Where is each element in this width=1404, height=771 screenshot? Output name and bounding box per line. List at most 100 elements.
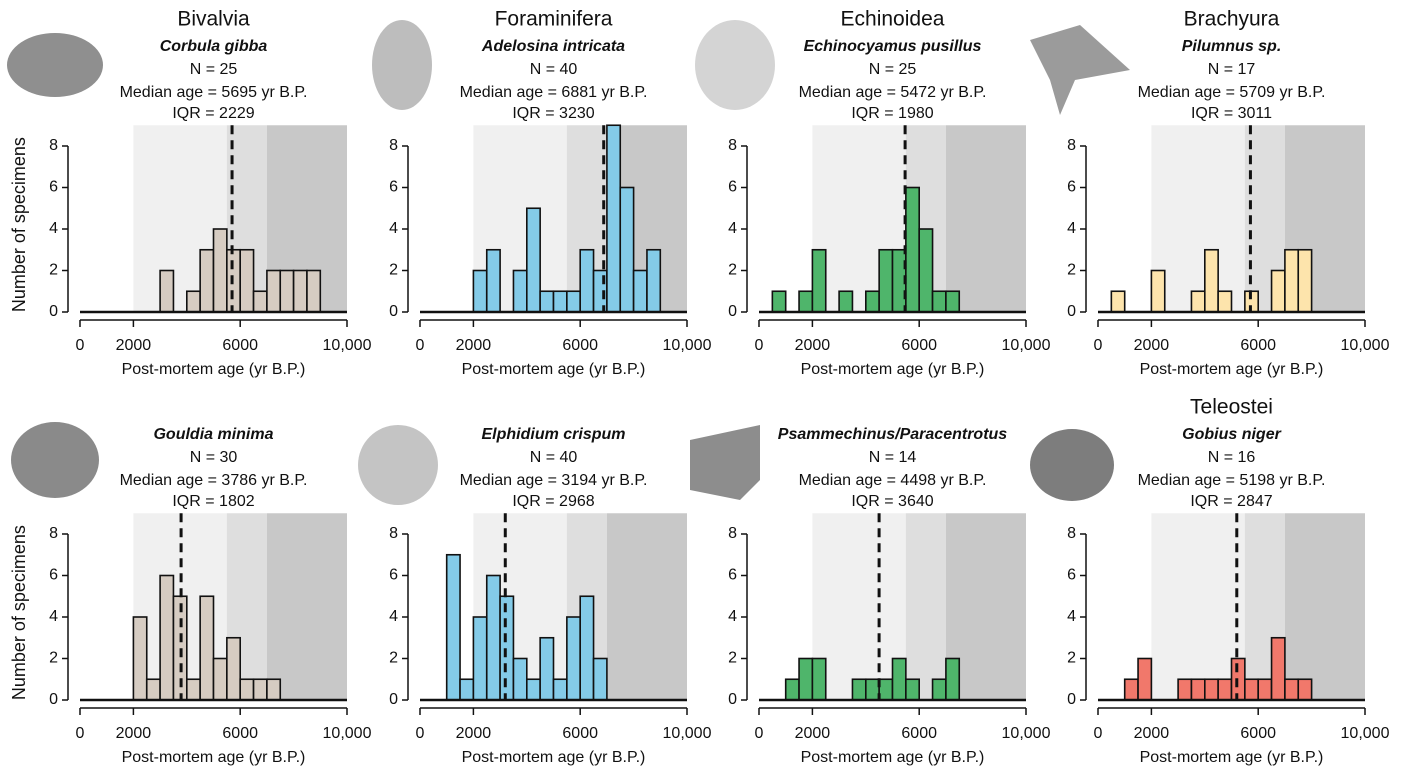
age-zone: [607, 513, 687, 700]
y-tick-label: 6: [389, 179, 398, 196]
y-tick-label: 8: [389, 525, 398, 542]
bar: [1298, 250, 1311, 312]
median-age: Median age = 5472 yr B.P.: [799, 84, 987, 101]
y-tick-label: 4: [728, 220, 737, 237]
y-tick-label: 6: [389, 567, 398, 584]
y-tick-label: 2: [1067, 262, 1076, 279]
bar: [580, 596, 593, 700]
bar: [1218, 679, 1231, 700]
bar: [567, 291, 580, 312]
sample-size: N = 25: [869, 61, 917, 78]
y-axis-label: Number of specimens: [9, 137, 29, 312]
x-tick-label: 6000: [222, 337, 258, 354]
bar: [1272, 271, 1285, 313]
bar: [1191, 679, 1204, 700]
specimen-image: [695, 20, 775, 110]
bar: [187, 291, 200, 312]
bar: [594, 659, 607, 701]
x-axis-label: Post-mortem age (yr B.P.): [1140, 749, 1324, 766]
bar: [879, 250, 892, 312]
bar: [513, 659, 526, 701]
bar: [280, 271, 293, 313]
median-age: Median age = 5709 yr B.P.: [1138, 84, 1326, 101]
species-name: Pilumnus sp.: [1182, 38, 1282, 55]
x-tick-label: 2000: [456, 337, 492, 354]
bar: [812, 250, 825, 312]
bar: [447, 555, 460, 700]
bar: [240, 679, 253, 700]
iqr: IQR = 2229: [172, 105, 254, 122]
panel-title: Echinoidea: [841, 8, 945, 31]
bar: [473, 271, 486, 313]
y-tick-label: 6: [49, 567, 58, 584]
panel-title: Bivalvia: [177, 8, 250, 31]
y-tick-label: 6: [49, 179, 58, 196]
y-tick-label: 0: [389, 691, 398, 708]
iqr: IQR = 1980: [851, 105, 933, 122]
x-tick-label: 6000: [1240, 337, 1276, 354]
x-axis-label: Post-mortem age (yr B.P.): [462, 361, 646, 378]
species-name: Corbula gibba: [160, 38, 268, 55]
bar: [852, 679, 865, 700]
sample-size: N = 16: [1208, 449, 1256, 466]
specimen-image: [11, 422, 99, 498]
bar: [1285, 679, 1298, 700]
sample-size: N = 30: [190, 449, 238, 466]
sample-size: N = 14: [869, 449, 917, 466]
bar: [200, 596, 213, 700]
panel-title: Foraminifera: [495, 8, 613, 31]
x-tick-label: 6000: [562, 725, 598, 742]
bar: [147, 679, 160, 700]
bar: [786, 679, 799, 700]
bar: [460, 679, 473, 700]
bar: [1151, 271, 1164, 313]
y-tick-label: 8: [1067, 137, 1076, 154]
x-tick-label: 0: [1094, 337, 1103, 354]
bar: [540, 638, 553, 700]
y-tick-label: 8: [389, 137, 398, 154]
iqr: IQR = 3011: [1191, 105, 1272, 122]
bar: [620, 188, 633, 313]
y-tick-label: 4: [49, 608, 58, 625]
bar: [893, 659, 906, 701]
y-tick-label: 0: [49, 691, 58, 708]
x-tick-label: 10,000: [323, 725, 372, 742]
y-tick-label: 2: [389, 262, 398, 279]
bar: [906, 188, 919, 313]
x-tick-label: 10,000: [323, 337, 372, 354]
bar: [214, 659, 227, 701]
bar: [200, 250, 213, 312]
bar: [527, 679, 540, 700]
iqr: IQR = 2847: [1190, 493, 1272, 510]
x-axis-label: Post-mortem age (yr B.P.): [801, 361, 985, 378]
x-axis-label: Post-mortem age (yr B.P.): [122, 749, 306, 766]
specimen-image: [358, 425, 438, 505]
bar: [254, 291, 267, 312]
bar: [487, 250, 500, 312]
bar: [214, 229, 227, 312]
y-tick-label: 6: [1067, 567, 1076, 584]
median-age: Median age = 4498 yr B.P.: [799, 472, 987, 489]
bar: [1245, 679, 1258, 700]
bar: [513, 271, 526, 313]
bar: [567, 617, 580, 700]
x-tick-label: 0: [1094, 725, 1103, 742]
bar: [1205, 250, 1218, 312]
sample-size: N = 17: [1208, 61, 1256, 78]
x-tick-label: 0: [755, 337, 764, 354]
y-tick-label: 8: [728, 525, 737, 542]
x-tick-label: 6000: [901, 725, 937, 742]
bar: [307, 271, 320, 313]
specimen-image: [1030, 429, 1114, 501]
x-tick-label: 6000: [222, 725, 258, 742]
x-tick-label: 2000: [456, 725, 492, 742]
x-axis-label: Post-mortem age (yr B.P.): [1140, 361, 1324, 378]
x-axis-label: Post-mortem age (yr B.P.): [801, 749, 985, 766]
bar: [554, 291, 567, 312]
sample-size: N = 25: [190, 61, 238, 78]
y-tick-label: 4: [1067, 608, 1076, 625]
panel-title: Teleostei: [1190, 396, 1273, 419]
x-tick-label: 0: [76, 337, 85, 354]
specimen-image: [690, 425, 760, 500]
iqr: IQR = 3230: [512, 105, 594, 122]
